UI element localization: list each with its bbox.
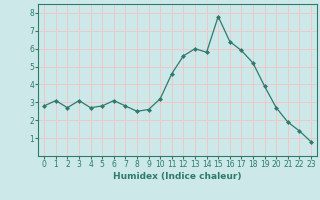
X-axis label: Humidex (Indice chaleur): Humidex (Indice chaleur) (113, 172, 242, 181)
